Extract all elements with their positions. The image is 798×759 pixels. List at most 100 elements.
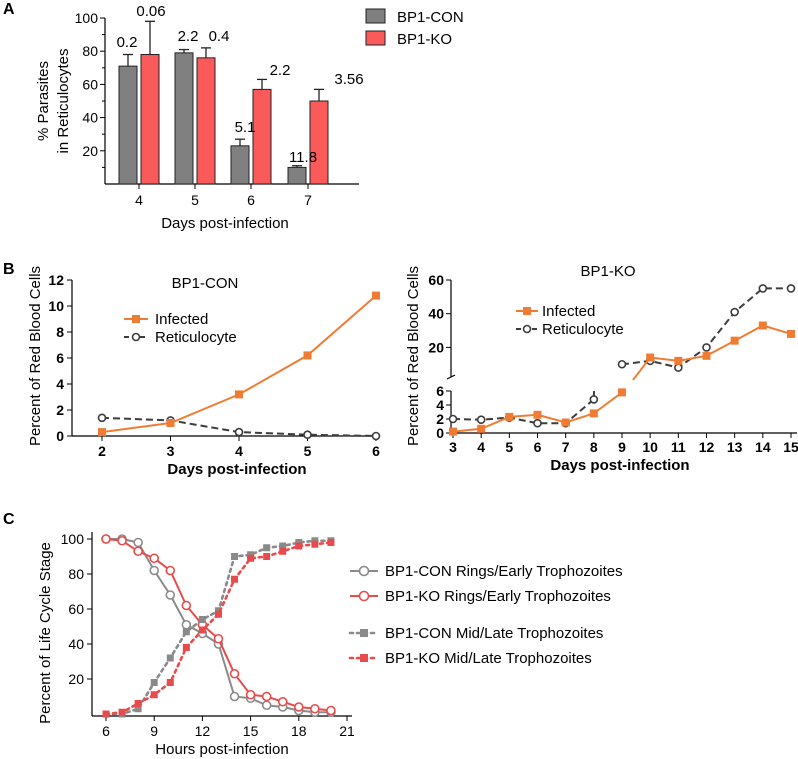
legend-marker-reticulocyte [131, 332, 141, 342]
y-axis-title-line2: in Reticulocytes [55, 48, 72, 153]
x-tick-label: 5 [191, 192, 199, 208]
point-infected [646, 353, 655, 362]
point-series-2 [101, 534, 111, 544]
panel-label-a: A [3, 1, 15, 18]
point-reticulocyte [730, 307, 739, 317]
y-tick-label: 80 [68, 566, 84, 582]
x-tick-label: 7 [562, 439, 570, 455]
y-tick-label: 20 [68, 671, 84, 687]
y-tick-label: 6 [436, 383, 444, 399]
series-line-4 [104, 541, 333, 716]
x-tick-label: 14 [755, 439, 771, 455]
point-infected [303, 351, 312, 360]
point-series-3 [198, 616, 206, 623]
point-series-4 [150, 691, 158, 699]
y-tick-label: 40 [82, 110, 98, 126]
series-line-infected-upper [632, 324, 792, 381]
y-axis-title: Percent of Life Cycle Stage [37, 542, 54, 724]
bar [287, 166, 307, 185]
y-axis-title-line1: % Parasites [35, 61, 52, 141]
point-series-4 [166, 679, 174, 686]
x-tick-label: 11 [671, 439, 686, 455]
x-tick-label: 13 [727, 439, 743, 455]
bar-value-label: 3.56 [334, 71, 363, 88]
point-series-3 [279, 542, 287, 550]
y-tick-label: 0 [56, 428, 64, 444]
panel-c-stage-chart: 20 40 60 80 100 6 9 12 15 18 21 BP1-CON Rings/Early… [37, 531, 623, 758]
point-series-4 [134, 700, 142, 707]
legend-swatch-ko [365, 30, 386, 46]
bar [174, 52, 194, 185]
y-tick-label: 2 [436, 411, 444, 427]
point-series-2 [310, 703, 320, 714]
x-tick-label: 8 [590, 439, 598, 455]
y-tick-label: 2 [56, 402, 64, 418]
point-infected [533, 410, 542, 419]
point-series-4 [247, 554, 255, 562]
point-series-2 [117, 535, 127, 546]
y-tick-label: 100 [61, 531, 85, 547]
point-series-1 [261, 700, 272, 711]
x-tick-label: 15 [243, 723, 259, 739]
legend-marker-2 [358, 590, 370, 602]
bar [309, 100, 329, 185]
x-axis-title: Days post-infection [167, 461, 306, 478]
y-tick-label: 20 [428, 339, 444, 355]
y-tick-label: 10 [48, 298, 64, 314]
point-series-4 [263, 553, 271, 560]
point-series-4 [198, 626, 206, 634]
point-series-3 [134, 705, 142, 713]
point-series-2 [213, 633, 224, 644]
bar-value-label: 0.4 [209, 28, 230, 45]
y-tick-label: 12 [48, 272, 64, 288]
point-series-2 [181, 600, 192, 611]
point-series-4 [231, 575, 239, 583]
bar [252, 88, 272, 185]
bar [118, 65, 138, 185]
panel-label-c: C [3, 511, 15, 528]
x-tick-label: 15 [783, 439, 798, 455]
y-tick-label: 0 [436, 425, 444, 441]
point-series-1 [165, 590, 176, 600]
point-series-2 [133, 546, 143, 557]
point-infected [618, 388, 626, 397]
x-tick-label: 7 [304, 192, 312, 208]
series-line-2 [105, 538, 332, 712]
legend-marker-1 [358, 565, 370, 577]
point-series-2 [149, 553, 159, 564]
point-infected [235, 390, 243, 399]
point-series-2 [293, 702, 304, 712]
x-tick-label: 6 [534, 439, 542, 455]
point-infected [372, 291, 380, 300]
point-reticulocyte [758, 284, 768, 293]
y-tick-label: 80 [82, 43, 98, 59]
bar-value-label: 2.2 [178, 28, 199, 45]
y-axis-title: Percent of Red Blood Cells [405, 266, 422, 446]
point-infected [787, 329, 795, 338]
point-series-3 [166, 654, 174, 662]
point-infected [166, 419, 175, 427]
point-reticulocyte [617, 359, 627, 369]
legend-marker-infected [132, 315, 140, 323]
point-series-4 [182, 644, 190, 651]
panel-label-b: B [3, 261, 15, 278]
point-series-4 [102, 710, 110, 718]
x-axis-title: Hours post-infection [155, 741, 288, 758]
point-reticulocyte [589, 395, 599, 404]
chart-title: BP1-KO [580, 263, 635, 280]
bar [196, 57, 216, 185]
x-tick-label: 5 [505, 439, 513, 455]
series-line-3 [104, 539, 333, 716]
x-tick-label: 18 [291, 723, 307, 739]
point-infected [477, 424, 486, 433]
bar [230, 145, 250, 185]
point-reticulocyte [786, 284, 796, 293]
legend-marker-3 [360, 629, 368, 637]
y-tick-label: 4 [56, 376, 64, 392]
point-series-4 [214, 610, 222, 618]
y-tick-label: 60 [68, 601, 84, 617]
point-series-4 [311, 540, 319, 548]
point-series-1 [181, 619, 192, 630]
point-reticulocyte [234, 427, 244, 437]
